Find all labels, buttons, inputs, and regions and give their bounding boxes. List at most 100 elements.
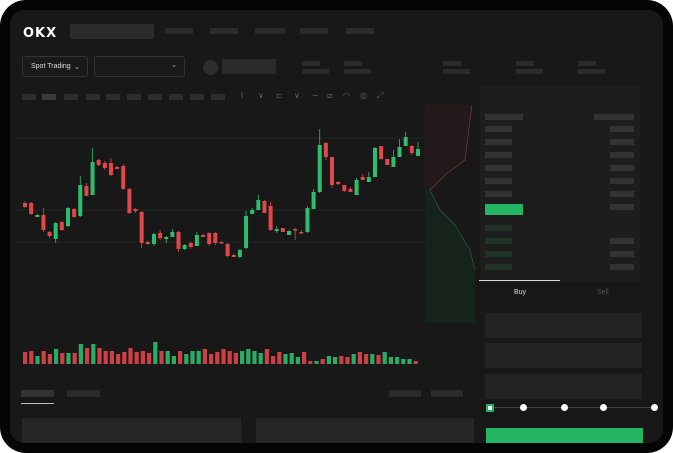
volume-bar	[271, 356, 276, 364]
search-bar[interactable]	[70, 24, 154, 39]
stat-label	[578, 61, 596, 66]
chevron-down-icon: ⌄	[74, 64, 80, 71]
ruler-icon[interactable]: ⧄	[327, 91, 333, 100]
nav-item[interactable]	[210, 28, 238, 34]
candle	[342, 185, 347, 192]
total-input[interactable]	[485, 374, 642, 399]
timeframe-button[interactable]	[42, 94, 56, 100]
candle-body	[299, 232, 304, 234]
candle	[158, 230, 163, 240]
chevron-icon[interactable]: ∨	[294, 91, 300, 100]
slider-step-25[interactable]	[520, 404, 527, 411]
bid-price	[485, 225, 512, 231]
tab-order-history[interactable]	[67, 390, 100, 397]
volume-bar	[66, 353, 71, 364]
settings-icon[interactable]: ◎	[360, 91, 367, 100]
nav-item[interactable]	[255, 28, 285, 34]
camera-icon[interactable]: ◠	[343, 91, 350, 100]
volume-bar	[295, 357, 300, 364]
percent-slider-track[interactable]	[490, 407, 655, 408]
tab-open-orders[interactable]	[21, 390, 54, 397]
candle-body	[225, 244, 230, 256]
slider-step-75[interactable]	[600, 404, 607, 411]
volume-bar	[41, 351, 46, 364]
amount-input[interactable]	[485, 343, 642, 368]
candle-body	[409, 146, 414, 153]
volume-bar	[91, 344, 96, 364]
candle	[336, 181, 341, 185]
volume-bar	[153, 342, 158, 364]
volume-bar	[60, 353, 65, 364]
pair-dropdown[interactable]: ⌄	[94, 56, 185, 77]
ask-amount	[610, 191, 634, 197]
volume-bar	[314, 361, 319, 364]
stat-value	[516, 69, 543, 74]
filter-button[interactable]	[431, 390, 463, 397]
indicator-icon[interactable]: ∨	[258, 91, 264, 100]
candle	[366, 172, 371, 182]
timeframe-button[interactable]	[169, 94, 183, 100]
timeframe-button[interactable]	[86, 94, 100, 100]
sell-tab[interactable]: Sell	[597, 289, 609, 296]
timeframe-button[interactable]	[64, 94, 78, 100]
fullscreen-icon[interactable]: ⤢	[377, 91, 384, 100]
volume-bar	[134, 352, 139, 364]
timeframe-button[interactable]	[22, 94, 36, 100]
candle-body	[41, 215, 46, 230]
candle-body	[244, 216, 249, 248]
volume-bar	[165, 351, 170, 364]
candle-body	[268, 206, 273, 230]
nav-item[interactable]	[300, 28, 328, 34]
candle	[47, 231, 52, 238]
candlestick-chart[interactable]	[10, 10, 663, 443]
filter-button[interactable]	[389, 390, 421, 397]
volume-bar	[277, 352, 282, 364]
bid-price	[485, 251, 512, 257]
volume-bar	[407, 359, 412, 364]
volume-bar	[35, 356, 40, 364]
candle	[317, 129, 322, 193]
timeframe-button[interactable]	[190, 94, 204, 100]
candle-body	[188, 243, 193, 247]
ask-amount	[610, 178, 634, 184]
volume-bar	[209, 354, 214, 364]
line-icon[interactable]: ∼	[312, 91, 319, 100]
buy-tab[interactable]: Buy	[514, 289, 527, 296]
market-type-dropdown[interactable]: Spot Trading ⌄	[22, 56, 88, 77]
active-tab-underline	[21, 403, 54, 404]
candle-body	[379, 146, 384, 159]
candle-body	[385, 159, 390, 165]
candle	[41, 208, 46, 232]
ask-amount	[610, 139, 634, 145]
candle	[115, 166, 120, 169]
candle-body	[96, 160, 101, 165]
candle-body	[372, 148, 377, 177]
nav-item[interactable]	[165, 28, 193, 34]
volume-bar	[85, 348, 90, 364]
slider-step-50[interactable]	[561, 404, 568, 411]
timeframe-button[interactable]	[148, 94, 162, 100]
coin-icon	[203, 60, 218, 75]
candle-body	[65, 208, 70, 226]
draw-tool-icon[interactable]: ⊏	[276, 91, 283, 100]
nav-item[interactable]	[346, 28, 374, 34]
timeframe-button[interactable]	[211, 94, 225, 100]
candle	[360, 174, 365, 180]
price-input[interactable]	[485, 313, 642, 338]
candle	[305, 206, 310, 233]
timeframe-button[interactable]	[106, 94, 120, 100]
volume-bar	[339, 356, 344, 364]
candle-body	[47, 232, 52, 236]
candle-body	[391, 157, 396, 167]
ask-price	[485, 152, 512, 158]
volume-bar	[116, 354, 121, 364]
buy-submit-button[interactable]	[486, 428, 643, 443]
slider-handle[interactable]	[486, 404, 494, 412]
volume-bar	[388, 357, 393, 364]
volume-bar	[308, 361, 313, 364]
slider-step-100[interactable]	[651, 404, 658, 411]
chart-type-icon[interactable]: ⌇	[240, 91, 244, 100]
candle	[293, 228, 298, 240]
timeframe-button[interactable]	[127, 94, 141, 100]
